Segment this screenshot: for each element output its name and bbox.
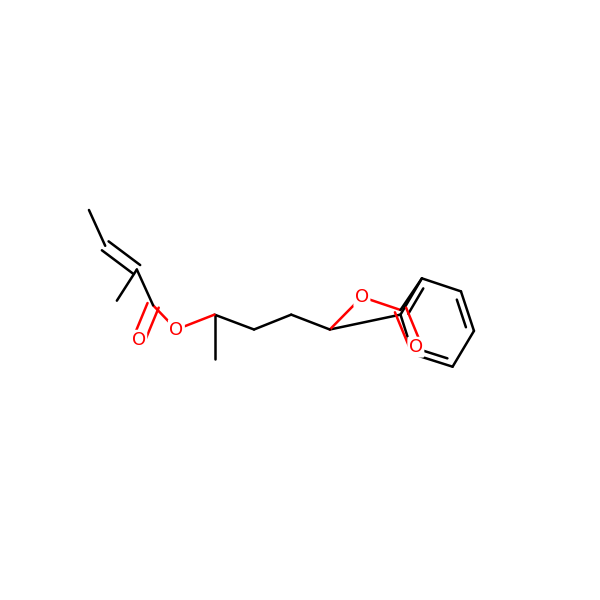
Text: O: O: [131, 331, 146, 349]
Text: O: O: [355, 288, 369, 306]
Text: O: O: [169, 320, 184, 338]
Text: O: O: [409, 338, 423, 356]
